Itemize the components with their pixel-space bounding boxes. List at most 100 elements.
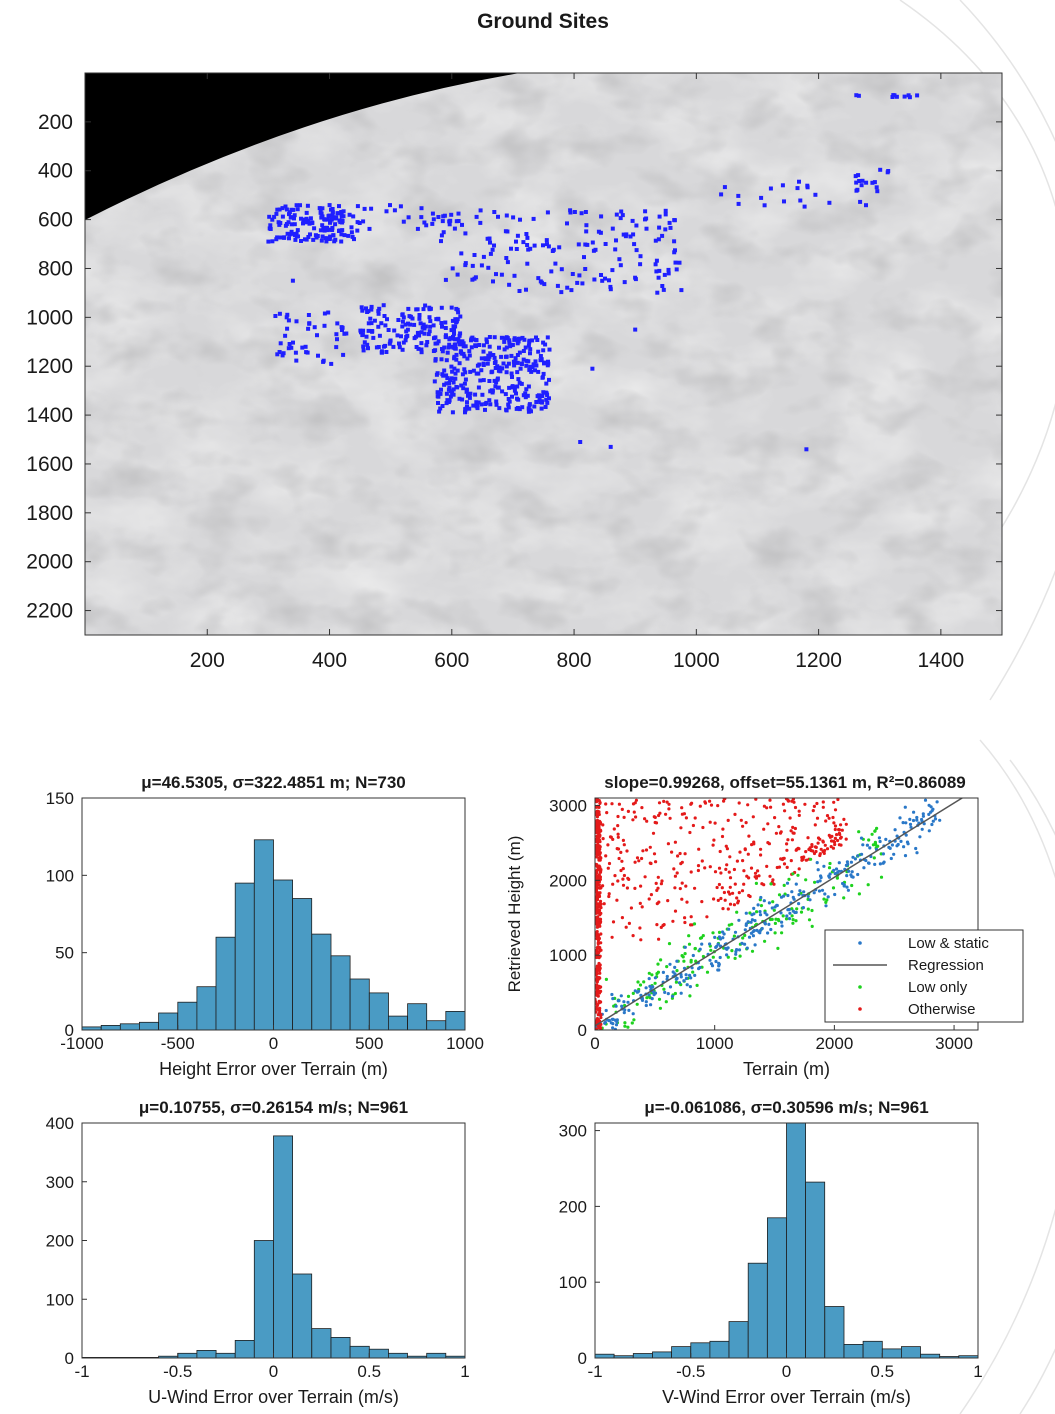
site-marker bbox=[504, 354, 509, 359]
site-marker bbox=[292, 233, 297, 238]
site-marker bbox=[496, 385, 501, 390]
height-hist-bar bbox=[311, 933, 332, 1031]
scatter-point bbox=[836, 838, 840, 843]
scatter-point bbox=[644, 986, 648, 990]
site-marker bbox=[289, 231, 294, 236]
height-hist-x-tick-label: 0 bbox=[269, 1034, 278, 1053]
u-wind-hist-x-label: U-Wind Error over Terrain (m/s) bbox=[148, 1387, 399, 1407]
site-marker bbox=[329, 361, 334, 366]
scatter-point bbox=[889, 856, 893, 861]
scatter-point bbox=[746, 852, 750, 856]
scatter-point bbox=[787, 907, 791, 912]
space-region bbox=[85, 73, 520, 220]
scatter-point bbox=[833, 892, 837, 897]
site-marker bbox=[307, 321, 312, 326]
scatter-point bbox=[598, 1009, 602, 1013]
scatter-point bbox=[712, 897, 716, 901]
site-marker bbox=[431, 217, 436, 222]
site-marker bbox=[322, 323, 327, 328]
site-marker bbox=[404, 334, 409, 339]
scatter-point bbox=[776, 917, 780, 922]
scatter-point bbox=[674, 980, 679, 984]
site-marker bbox=[368, 316, 373, 321]
site-marker bbox=[525, 243, 530, 247]
height-hist-bar bbox=[330, 955, 351, 1031]
scatter-point bbox=[773, 921, 778, 926]
scatter-point bbox=[744, 923, 748, 928]
scatter-point bbox=[595, 1027, 598, 1030]
scatter-point bbox=[822, 897, 826, 901]
site-marker bbox=[488, 351, 493, 356]
site-marker bbox=[439, 321, 444, 325]
scatter-point bbox=[597, 831, 601, 835]
scatter-x-tick-label: 0 bbox=[590, 1034, 599, 1053]
scatter-point bbox=[685, 983, 689, 987]
site-marker bbox=[483, 407, 487, 412]
site-marker bbox=[387, 341, 392, 346]
scatter-point bbox=[654, 821, 659, 825]
site-marker bbox=[519, 362, 524, 367]
scatter-point bbox=[753, 871, 758, 875]
site-marker bbox=[278, 221, 283, 225]
scatter-point bbox=[835, 876, 840, 880]
height-hist-bar bbox=[407, 1003, 428, 1031]
site-marker bbox=[419, 330, 424, 335]
scatter-point bbox=[611, 920, 616, 924]
scatter-point bbox=[674, 977, 678, 981]
scatter-point bbox=[615, 898, 619, 902]
scatter-point bbox=[657, 937, 661, 941]
site-marker bbox=[277, 311, 282, 316]
scatter-point bbox=[598, 921, 602, 925]
site-marker bbox=[516, 336, 521, 341]
site-marker bbox=[377, 333, 382, 338]
scatter-point bbox=[929, 810, 933, 814]
scatter-point bbox=[654, 860, 658, 864]
site-marker bbox=[542, 282, 547, 287]
site-marker bbox=[456, 337, 461, 342]
site-marker bbox=[507, 282, 512, 287]
scatter-point bbox=[693, 946, 697, 951]
scatter-point bbox=[666, 899, 670, 903]
site-marker bbox=[634, 248, 639, 253]
site-marker bbox=[456, 310, 461, 315]
scatter-point bbox=[892, 852, 896, 856]
site-marker bbox=[486, 265, 491, 270]
site-marker bbox=[344, 331, 349, 336]
site-marker bbox=[805, 183, 810, 188]
scatter-point bbox=[879, 875, 884, 879]
scatter-point bbox=[659, 882, 664, 886]
site-marker bbox=[759, 195, 764, 200]
scatter-point bbox=[781, 802, 786, 806]
site-marker bbox=[415, 330, 420, 335]
site-marker bbox=[535, 394, 540, 399]
scatter-point bbox=[866, 861, 871, 865]
site-marker bbox=[541, 243, 545, 248]
scatter-point bbox=[812, 891, 816, 895]
site-marker bbox=[603, 242, 608, 246]
scatter-point bbox=[873, 862, 877, 867]
scatter-point bbox=[598, 851, 602, 855]
scatter-y-tick-label: 3000 bbox=[549, 796, 587, 815]
scatter-point bbox=[927, 829, 931, 833]
site-marker bbox=[460, 222, 464, 227]
site-marker bbox=[286, 220, 291, 225]
scatter-point bbox=[797, 893, 801, 897]
scatter-point bbox=[915, 818, 919, 822]
site-marker bbox=[512, 388, 517, 393]
scatter-point bbox=[722, 799, 726, 803]
site-marker bbox=[553, 261, 558, 266]
scatter-point bbox=[789, 859, 793, 863]
v-wind-hist-bar bbox=[652, 1351, 673, 1359]
site-marker bbox=[272, 214, 277, 219]
site-marker bbox=[333, 216, 338, 221]
scatter-point bbox=[700, 859, 704, 863]
scatter-point bbox=[611, 882, 615, 886]
scatter-point bbox=[794, 848, 798, 852]
site-marker bbox=[797, 179, 801, 184]
scatter-point bbox=[733, 882, 737, 886]
site-marker bbox=[448, 394, 453, 399]
scatter-point bbox=[735, 910, 739, 914]
site-marker bbox=[644, 226, 649, 231]
site-marker bbox=[479, 368, 484, 373]
site-marker bbox=[432, 379, 437, 384]
